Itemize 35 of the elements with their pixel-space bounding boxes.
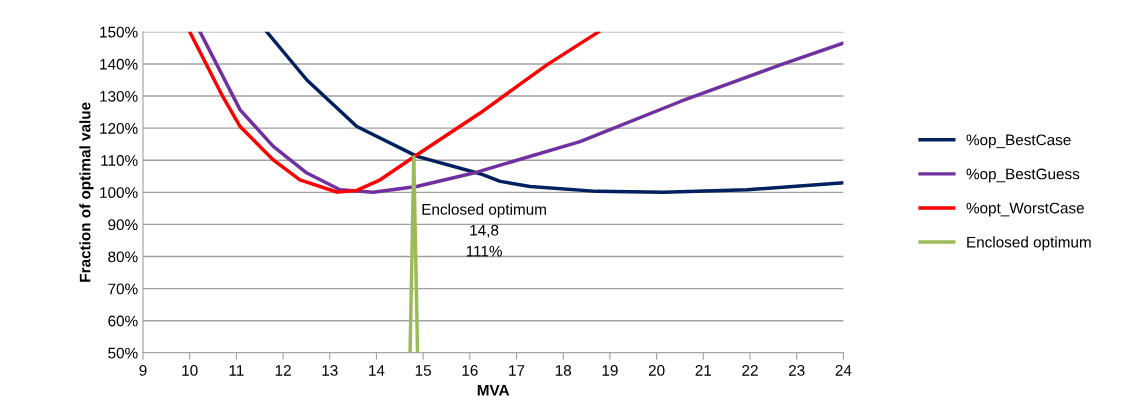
legend-label: Enclosed optimum <box>967 236 1091 251</box>
y-tick-label: 70% <box>108 283 138 295</box>
x-tick-label: 20 <box>648 365 665 376</box>
x-tick-label: 24 <box>835 365 852 376</box>
y-tick-label: 50% <box>108 347 138 359</box>
y-tick-label: 130% <box>100 90 138 102</box>
y-tick-label: 80% <box>108 251 138 263</box>
y-axis-title: Fraction of optimal value <box>79 102 94 282</box>
x-axis-title: MVA <box>477 384 510 396</box>
x-tick-label: 13 <box>322 365 338 376</box>
line-series <box>187 31 601 194</box>
y-tick-label: 150% <box>100 26 138 38</box>
x-tick-label: 18 <box>555 365 572 376</box>
y-tick-label: 100% <box>100 187 138 199</box>
x-tick-label: 22 <box>742 365 758 376</box>
legend-label: %op_BestGuess <box>966 168 1080 183</box>
x-tick-label: 23 <box>788 365 805 376</box>
x-tick-label: 21 <box>695 365 712 376</box>
x-tick-label: 19 <box>602 365 618 376</box>
y-tick-label: 110% <box>101 155 138 166</box>
y-tick-label: 90% <box>108 219 138 231</box>
x-tick-label: 14 <box>369 365 385 376</box>
x-tick-label: 12 <box>275 365 291 376</box>
x-tick-label: 11 <box>229 365 244 376</box>
x-tick-label: 16 <box>462 365 478 376</box>
legend-label: %op_BestCase <box>966 134 1071 149</box>
y-tick-label: 60% <box>108 315 138 327</box>
annotation: Enclosed optimum 14,8 111% <box>422 203 546 257</box>
x-tick-label: 9 <box>139 365 147 376</box>
legend-label: %opt_WorstCase <box>966 202 1084 217</box>
x-tick-label: 17 <box>509 365 525 376</box>
x-tick-label: 15 <box>415 365 432 376</box>
y-tick-label: 140% <box>100 58 138 70</box>
y-tick-label: 120% <box>100 123 138 134</box>
x-tick-label: 10 <box>182 365 198 376</box>
